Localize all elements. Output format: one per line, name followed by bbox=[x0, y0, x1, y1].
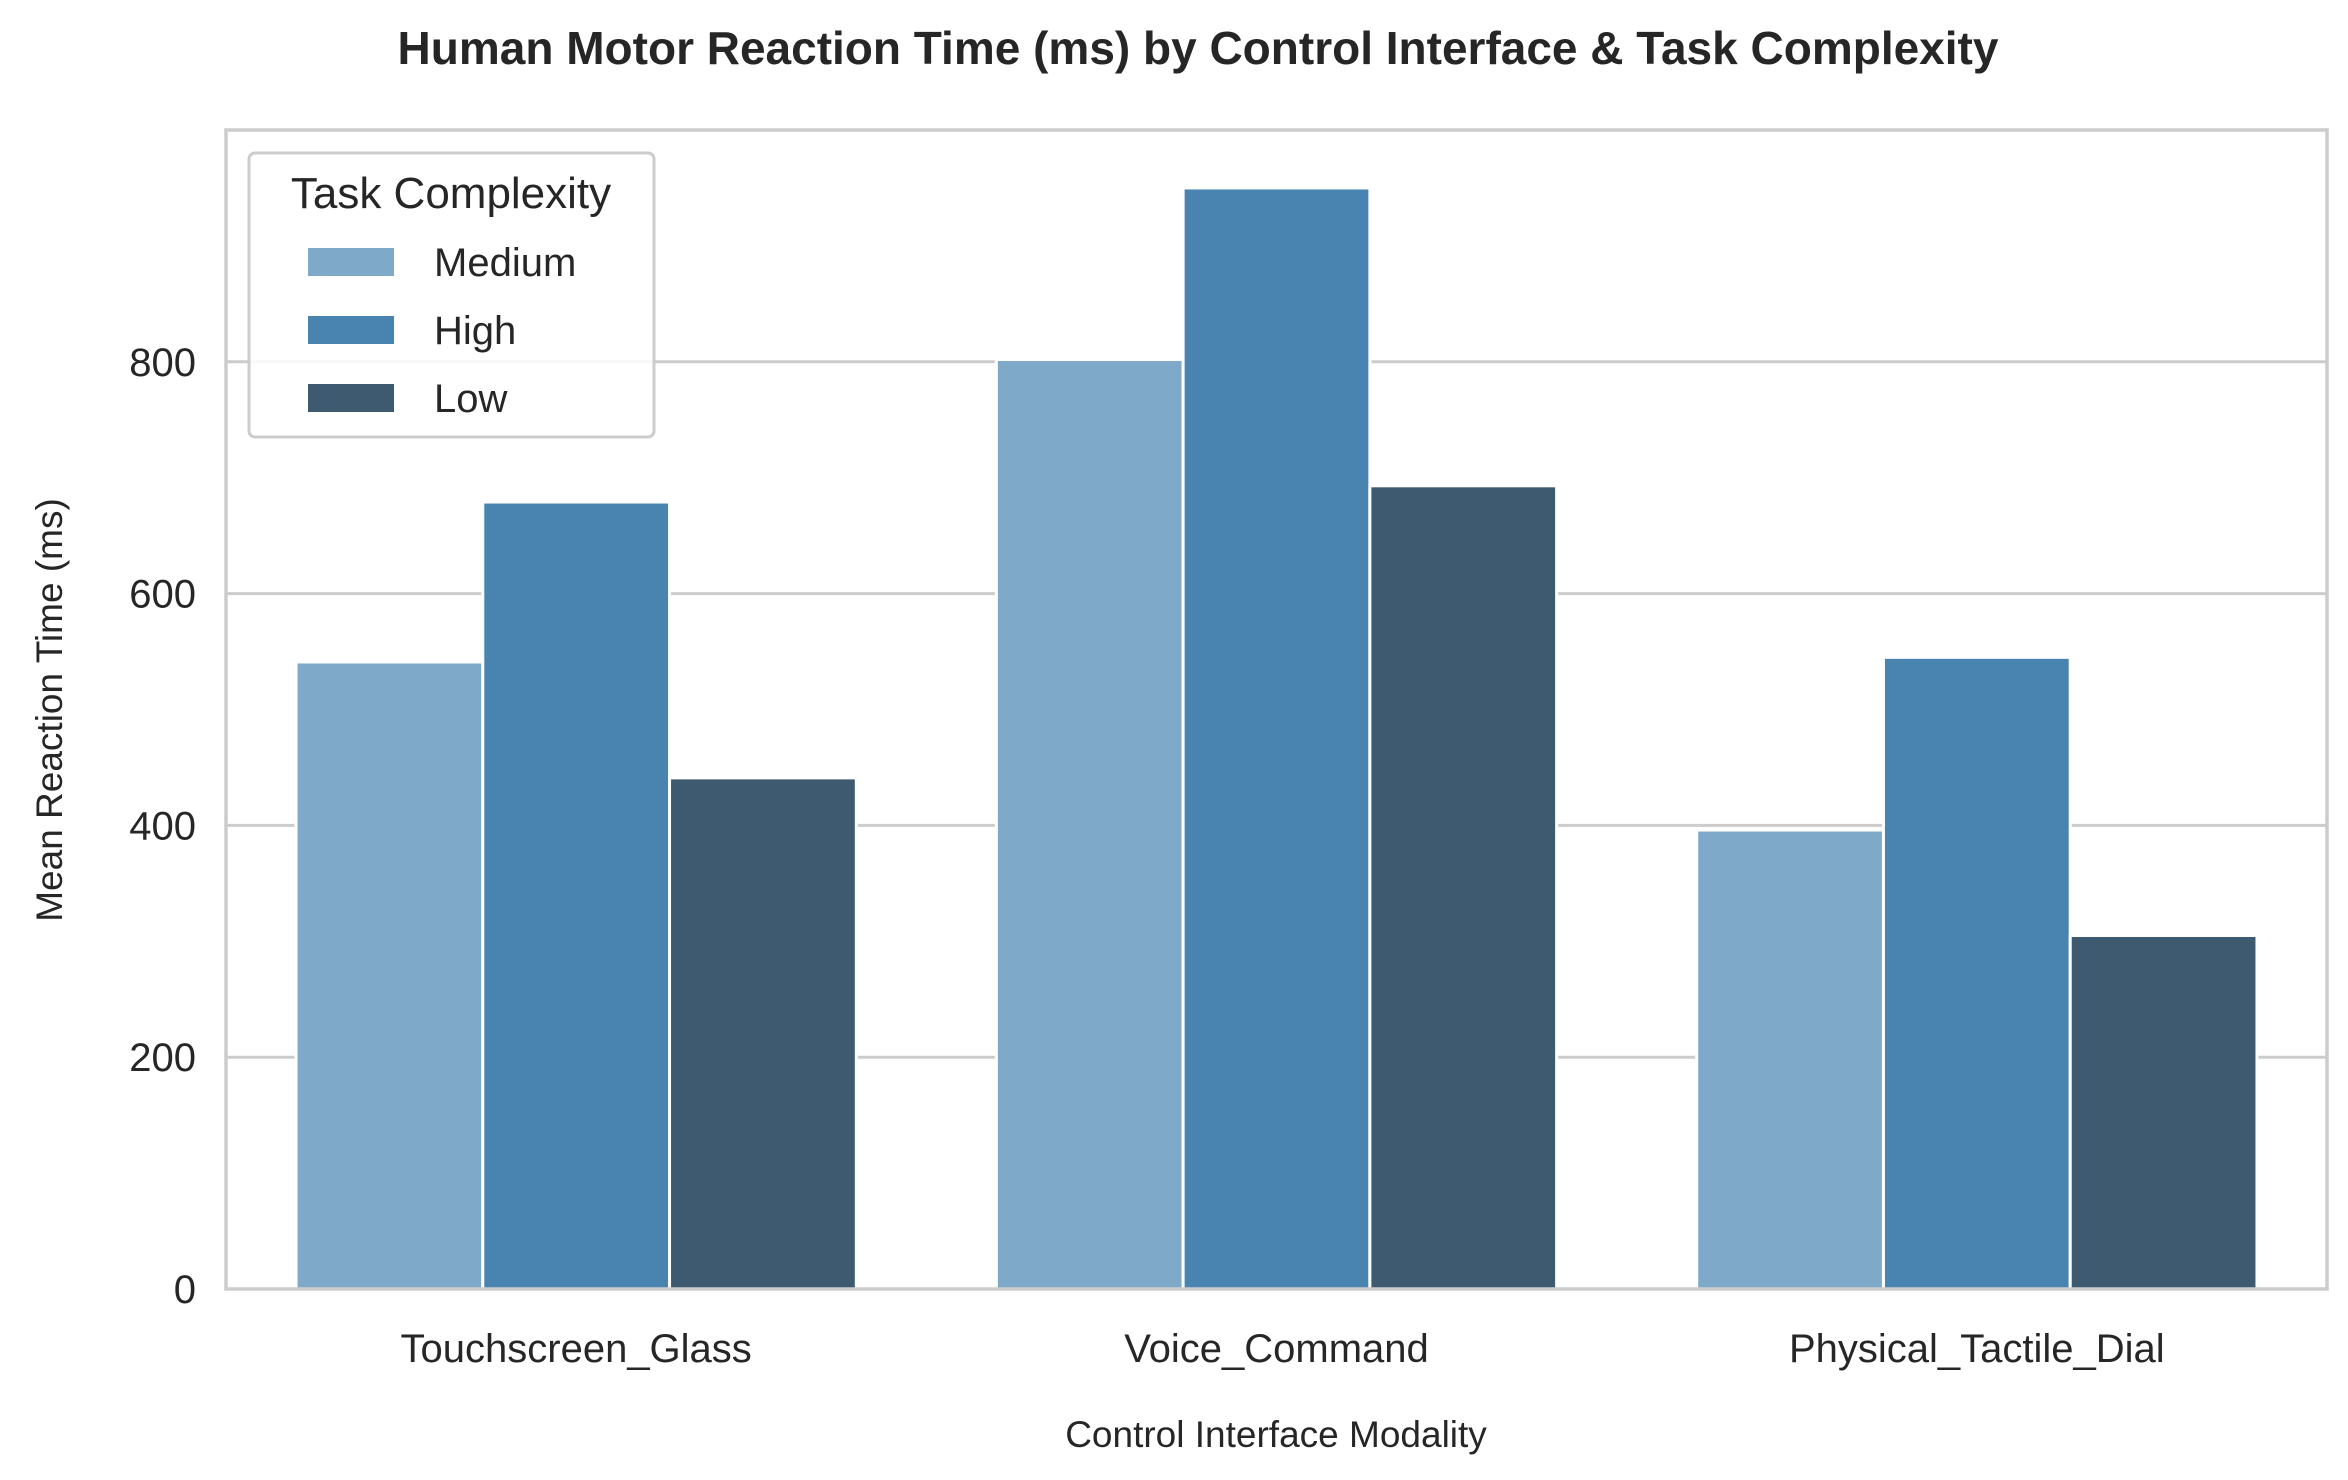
y-axis-label: Mean Reaction Time (ms) bbox=[29, 498, 70, 922]
y-tick-label: 600 bbox=[129, 573, 196, 617]
chart-title: Human Motor Reaction Time (ms) by Contro… bbox=[398, 22, 1999, 74]
bars bbox=[294, 186, 2259, 1291]
bar-low-2 bbox=[2068, 934, 2259, 1291]
bar-low-0 bbox=[668, 776, 858, 1291]
bar-low-1 bbox=[1368, 484, 1559, 1291]
bar-high-2 bbox=[1881, 655, 2072, 1291]
legend-box bbox=[247, 151, 656, 439]
y-tick-label: 200 bbox=[129, 1036, 196, 1080]
x-axis-ticks: Touchscreen_Glass Voice_Command Physical_T… bbox=[401, 1327, 2165, 1371]
legend-title: Task Complexity bbox=[291, 169, 611, 218]
legend-entries: Medium High Low bbox=[308, 241, 576, 421]
bar-high-1 bbox=[1181, 186, 1372, 1291]
y-tick-label: 800 bbox=[129, 341, 196, 385]
legend-swatch-low bbox=[308, 384, 394, 412]
y-tick-label: 400 bbox=[129, 804, 196, 848]
bar-medium-0 bbox=[294, 660, 485, 1291]
x-tick-label: Voice_Command bbox=[1124, 1327, 1429, 1371]
x-axis-label: Control Interface Modality bbox=[1065, 1414, 1487, 1455]
bar-medium-1 bbox=[994, 357, 1185, 1291]
legend-swatch-high bbox=[308, 316, 394, 344]
legend-label-medium: Medium bbox=[434, 241, 576, 285]
x-tick-label: Touchscreen_Glass bbox=[401, 1327, 752, 1371]
plot-frame bbox=[224, 128, 2329, 1291]
y-tick-label: 0 bbox=[174, 1268, 196, 1312]
legend-label-high: High bbox=[434, 309, 516, 353]
y-axis-ticks: 0 200 400 600 800 bbox=[129, 341, 196, 1312]
legend-label-low: Low bbox=[434, 377, 507, 421]
legend: Task Complexity Medium High Low bbox=[247, 151, 656, 439]
x-tick-label: Physical_Tactile_Dial bbox=[1789, 1327, 2165, 1371]
legend-swatch-medium bbox=[308, 248, 394, 276]
bar-medium-2 bbox=[1695, 828, 1885, 1291]
bar-high-0 bbox=[481, 500, 672, 1291]
